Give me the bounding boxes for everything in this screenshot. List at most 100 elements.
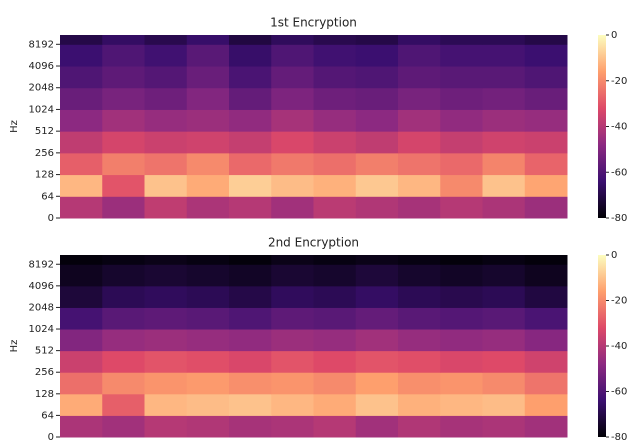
cell (145, 264, 188, 286)
y-tick-label: 64 (41, 410, 54, 421)
cell (398, 35, 441, 45)
cell (271, 307, 314, 329)
colorbar-tick-label: -80 (611, 213, 627, 224)
cell (356, 351, 399, 373)
cell (398, 255, 441, 265)
y-axis-label: Hz (9, 120, 20, 133)
cell (145, 415, 188, 437)
cell (525, 196, 568, 218)
cell (398, 196, 441, 218)
cell (229, 175, 272, 197)
cell (102, 329, 145, 351)
cell (60, 88, 103, 110)
cell (314, 35, 357, 45)
cell (187, 415, 230, 437)
cell (229, 255, 272, 265)
cell (229, 196, 272, 218)
cell (440, 88, 483, 110)
colorbar-tick-label: -80 (611, 432, 627, 443)
cell (483, 196, 526, 218)
cell (483, 394, 526, 416)
cell (187, 255, 230, 265)
cell (102, 415, 145, 437)
cell (145, 35, 188, 45)
cell (102, 255, 145, 265)
cell (483, 66, 526, 88)
cell (314, 175, 357, 197)
cell (271, 175, 314, 197)
cell (440, 66, 483, 88)
cell (525, 255, 568, 265)
cell (314, 286, 357, 308)
cell (187, 175, 230, 197)
y-tick-label: 8192 (29, 259, 54, 270)
cell (60, 264, 103, 286)
cell (525, 351, 568, 373)
cell (356, 394, 399, 416)
cell (440, 131, 483, 153)
cell (525, 329, 568, 351)
cell (398, 66, 441, 88)
cell (271, 131, 314, 153)
cell (525, 307, 568, 329)
cell (102, 351, 145, 373)
cell (483, 175, 526, 197)
cell (102, 66, 145, 88)
cell (60, 196, 103, 218)
cell (271, 88, 314, 110)
cell (483, 415, 526, 437)
cell (356, 153, 399, 175)
cell (187, 35, 230, 45)
cell (271, 35, 314, 45)
cell (314, 372, 357, 394)
cell (145, 286, 188, 308)
cell (440, 286, 483, 308)
cell (356, 264, 399, 286)
cell (145, 329, 188, 351)
cell (60, 35, 103, 45)
cell (145, 196, 188, 218)
colorbar (598, 35, 606, 218)
cell (60, 109, 103, 131)
cell (356, 196, 399, 218)
cell (525, 66, 568, 88)
cell (102, 264, 145, 286)
figure: 1st EncryptionHz064128256512102420484096… (0, 0, 630, 445)
y-tick-label: 0 (48, 213, 54, 224)
colorbar-tick-label: -40 (611, 341, 627, 352)
chart-title: 1st Encryption (270, 16, 357, 30)
cell (525, 109, 568, 131)
cell (398, 264, 441, 286)
colorbar-tick-label: -20 (611, 76, 627, 87)
cell (271, 44, 314, 66)
cell (314, 351, 357, 373)
cell (187, 153, 230, 175)
cell (398, 175, 441, 197)
cell (440, 329, 483, 351)
cell (440, 351, 483, 373)
cell (229, 351, 272, 373)
cell (440, 415, 483, 437)
cell (398, 88, 441, 110)
cell (525, 131, 568, 153)
cell (187, 351, 230, 373)
y-tick-label: 256 (35, 367, 54, 378)
cell (525, 372, 568, 394)
cell (60, 351, 103, 373)
y-tick-label: 4096 (29, 61, 54, 72)
cell (145, 372, 188, 394)
cell (525, 264, 568, 286)
y-tick-label: 64 (41, 191, 54, 202)
cell (145, 175, 188, 197)
cell (102, 372, 145, 394)
cell (271, 351, 314, 373)
cell (60, 329, 103, 351)
cell (187, 131, 230, 153)
cell (60, 255, 103, 265)
cell (229, 35, 272, 45)
cell (483, 307, 526, 329)
cell (525, 415, 568, 437)
cell (145, 351, 188, 373)
cell (187, 372, 230, 394)
cell (356, 109, 399, 131)
